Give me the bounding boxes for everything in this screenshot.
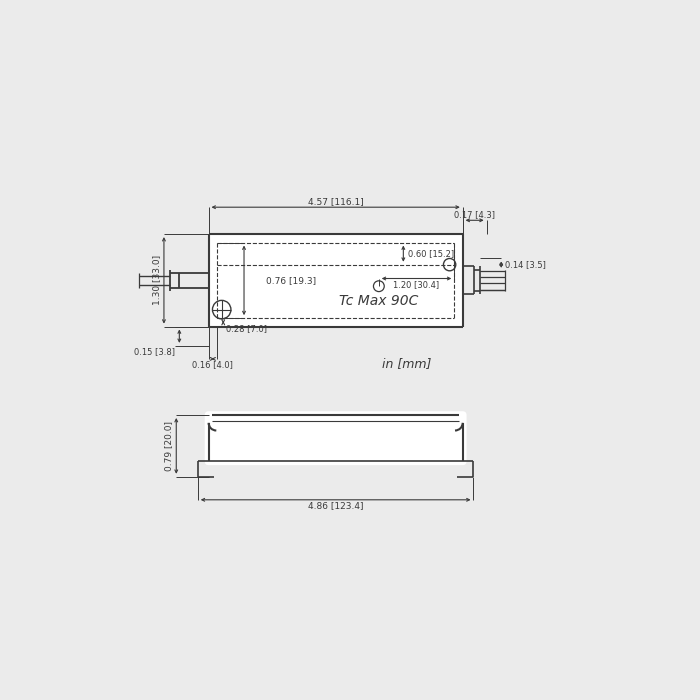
Text: 1.30 [33.0]: 1.30 [33.0] [152,256,161,305]
FancyBboxPatch shape [204,412,466,466]
Text: 4.57 [116.1]: 4.57 [116.1] [308,197,363,206]
Text: 4.86 [123.4]: 4.86 [123.4] [308,501,363,510]
Text: 0.15 [3.8]: 0.15 [3.8] [134,347,176,356]
Bar [209,234,463,326]
Text: 1.20 [30.4]: 1.20 [30.4] [393,280,440,289]
Text: 0.76 [19.3]: 0.76 [19.3] [265,276,316,285]
Text: 0.28 [7.0]: 0.28 [7.0] [226,324,267,333]
Text: 0.16 [4.0]: 0.16 [4.0] [193,360,233,370]
Text: 0.14 [3.5]: 0.14 [3.5] [505,260,546,269]
Text: in [mm]: in [mm] [382,357,431,370]
Text: 0.79 [20.0]: 0.79 [20.0] [164,421,173,471]
Text: 0.60 [15.2]: 0.60 [15.2] [408,249,454,258]
Text: Tc Max 90C: Tc Max 90C [340,294,419,308]
Text: 0.17 [4.3]: 0.17 [4.3] [454,211,495,219]
